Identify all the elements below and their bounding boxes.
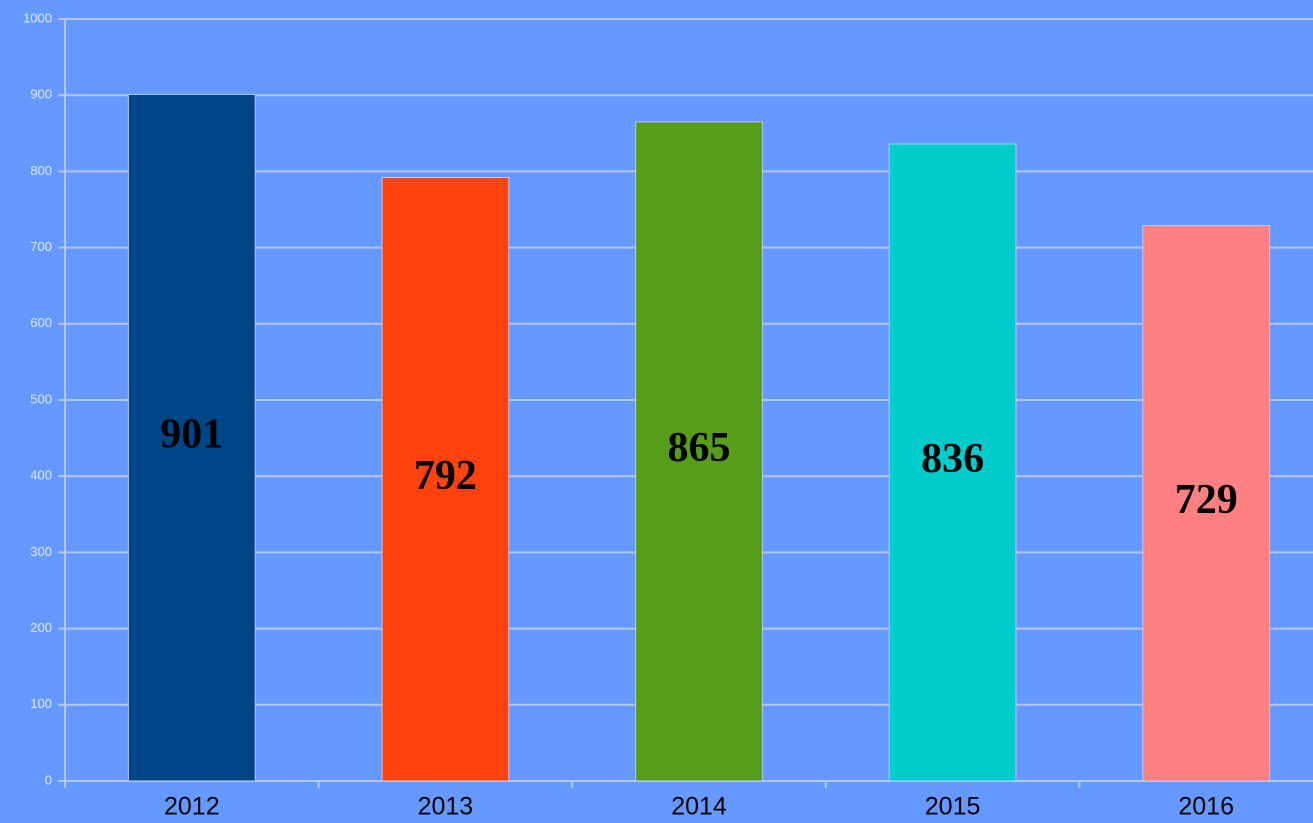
data-label: 729 (1175, 477, 1238, 523)
bar (635, 121, 763, 782)
x-tick-label: 2013 (418, 793, 474, 821)
y-tick-label: 800 (30, 163, 52, 178)
y-tick-label: 300 (30, 544, 52, 559)
data-label: 836 (921, 436, 984, 482)
data-label: 792 (414, 453, 477, 499)
y-tick-label: 900 (30, 87, 52, 102)
data-label: 865 (668, 425, 731, 471)
bar (381, 176, 510, 782)
y-tick-label: 400 (30, 468, 52, 483)
bar (127, 93, 256, 782)
y-tick-label: 100 (30, 696, 52, 711)
bar (1142, 225, 1271, 782)
x-tick-label: 2012 (164, 793, 220, 821)
y-tick-label: 700 (30, 239, 52, 254)
y-tick-label: 500 (30, 391, 52, 406)
y-tick-label: 1000 (23, 10, 52, 25)
y-tick-label: 200 (30, 620, 52, 635)
y-tick-label: 600 (30, 315, 52, 330)
x-tick-label: 2014 (671, 793, 727, 821)
x-tick-label: 2016 (1178, 793, 1234, 821)
data-label: 901 (160, 411, 223, 457)
bar (888, 143, 1017, 782)
x-tick-label: 2015 (925, 793, 981, 821)
y-tick-label: 0 (45, 772, 52, 787)
